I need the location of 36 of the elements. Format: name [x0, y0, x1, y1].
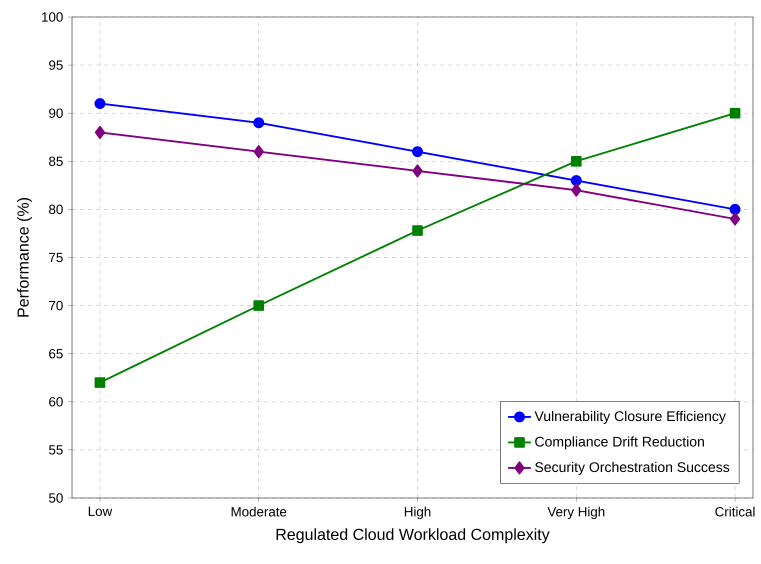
point: [570, 175, 582, 186]
y-tick-label: 55: [49, 445, 63, 455]
y-tick-label: 95: [49, 60, 63, 70]
y-tick-label: 75: [49, 252, 63, 262]
point: [253, 300, 264, 311]
point: [730, 212, 740, 226]
y-axis-title: Performance (%): [17, 198, 32, 317]
x-axis-title: Regulated Cloud Workload Complexity: [276, 528, 550, 544]
point: [730, 204, 741, 215]
y-tick-label: 50: [49, 493, 63, 503]
x-tick-label: Moderate: [232, 506, 286, 516]
legend-label: Vulnerability Closure Efficiency: [534, 410, 726, 424]
y-tick-label: 70: [49, 300, 63, 310]
y-tick-label: 85: [49, 156, 63, 166]
legend-label: Compliance Drift Reduction: [535, 436, 704, 450]
point: [94, 98, 106, 110]
x-tick-label: Low: [88, 506, 112, 516]
point: [412, 225, 423, 236]
point: [570, 156, 582, 167]
point: [94, 126, 106, 139]
point: [412, 146, 423, 158]
x-tick-label: Very High: [547, 506, 604, 520]
y-tick-label: 100: [42, 12, 63, 22]
point: [253, 117, 264, 128]
y-tick-label: 60: [49, 397, 63, 407]
y-tick-label: 80: [49, 204, 63, 214]
legend-label: Security Orchestration Success: [535, 462, 730, 475]
x-tick-label: High: [404, 506, 430, 520]
y-tick-label: 65: [49, 348, 63, 358]
point: [94, 377, 106, 388]
y-tick-label: 90: [49, 108, 63, 118]
point: [412, 164, 423, 178]
point: [254, 145, 264, 158]
point: [730, 108, 740, 119]
point: [571, 184, 582, 197]
x-tick-label: Critical: [715, 506, 755, 516]
